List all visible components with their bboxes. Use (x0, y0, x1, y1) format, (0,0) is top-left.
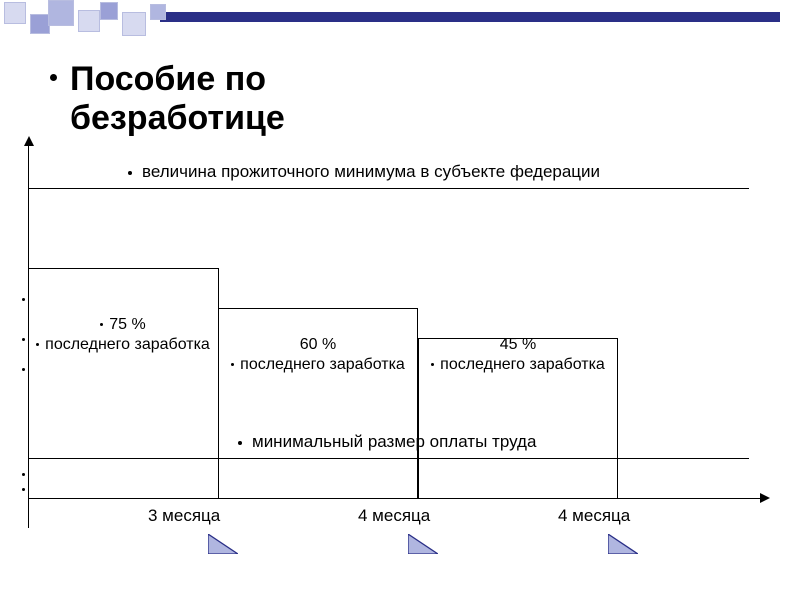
ref-line-max-text: величина прожиточного минимума в субъект… (142, 162, 600, 181)
decor-bar (160, 12, 780, 22)
step-bar-3-label: 45 % последнего заработка (419, 335, 617, 375)
decor-square (48, 0, 74, 26)
y-tick (22, 368, 25, 371)
step-2-text: последнего заработка (240, 356, 405, 373)
decor-square (100, 2, 118, 20)
x-label-2: 4 месяца (358, 506, 430, 526)
benefit-step-chart: величина прожиточного минимума в субъект… (28, 138, 768, 528)
x-axis (28, 498, 768, 499)
step-bar-2-label: 60 % последнего заработка (219, 335, 417, 375)
step-bar-2: 60 % последнего заработка (218, 308, 418, 498)
decor-square (122, 12, 146, 36)
decor-square (78, 10, 100, 32)
step-3-percent: 45 % (500, 336, 536, 353)
step-2-percent: 60 % (300, 336, 336, 353)
x-label-3: 4 месяца (558, 506, 630, 526)
decor-band (0, 0, 800, 36)
step-1-text: последнего заработка (45, 336, 210, 353)
bullet-icon (128, 171, 132, 175)
step-1-percent: 75 % (109, 316, 145, 333)
step-bar-1-label: 75 % последнего заработка (29, 315, 218, 355)
y-tick (22, 298, 25, 301)
y-tick (22, 473, 25, 476)
slide-title: Пособие по безработице (70, 60, 285, 138)
ref-line-max (29, 188, 749, 189)
ref-line-max-label: величина прожиточного минимума в субъект… (128, 162, 600, 182)
x-label-1: 3 месяца (148, 506, 220, 526)
y-tick (22, 488, 25, 491)
step-bar-1: 75 % последнего заработка (29, 268, 219, 498)
step-3-text: последнего заработка (440, 356, 605, 373)
y-tick (22, 338, 25, 341)
bullet-icon (50, 74, 57, 81)
step-bar-3: 45 % последнего заработка (418, 338, 618, 498)
decor-square (4, 2, 26, 24)
decor-square (30, 14, 50, 34)
decor-square (150, 4, 166, 20)
